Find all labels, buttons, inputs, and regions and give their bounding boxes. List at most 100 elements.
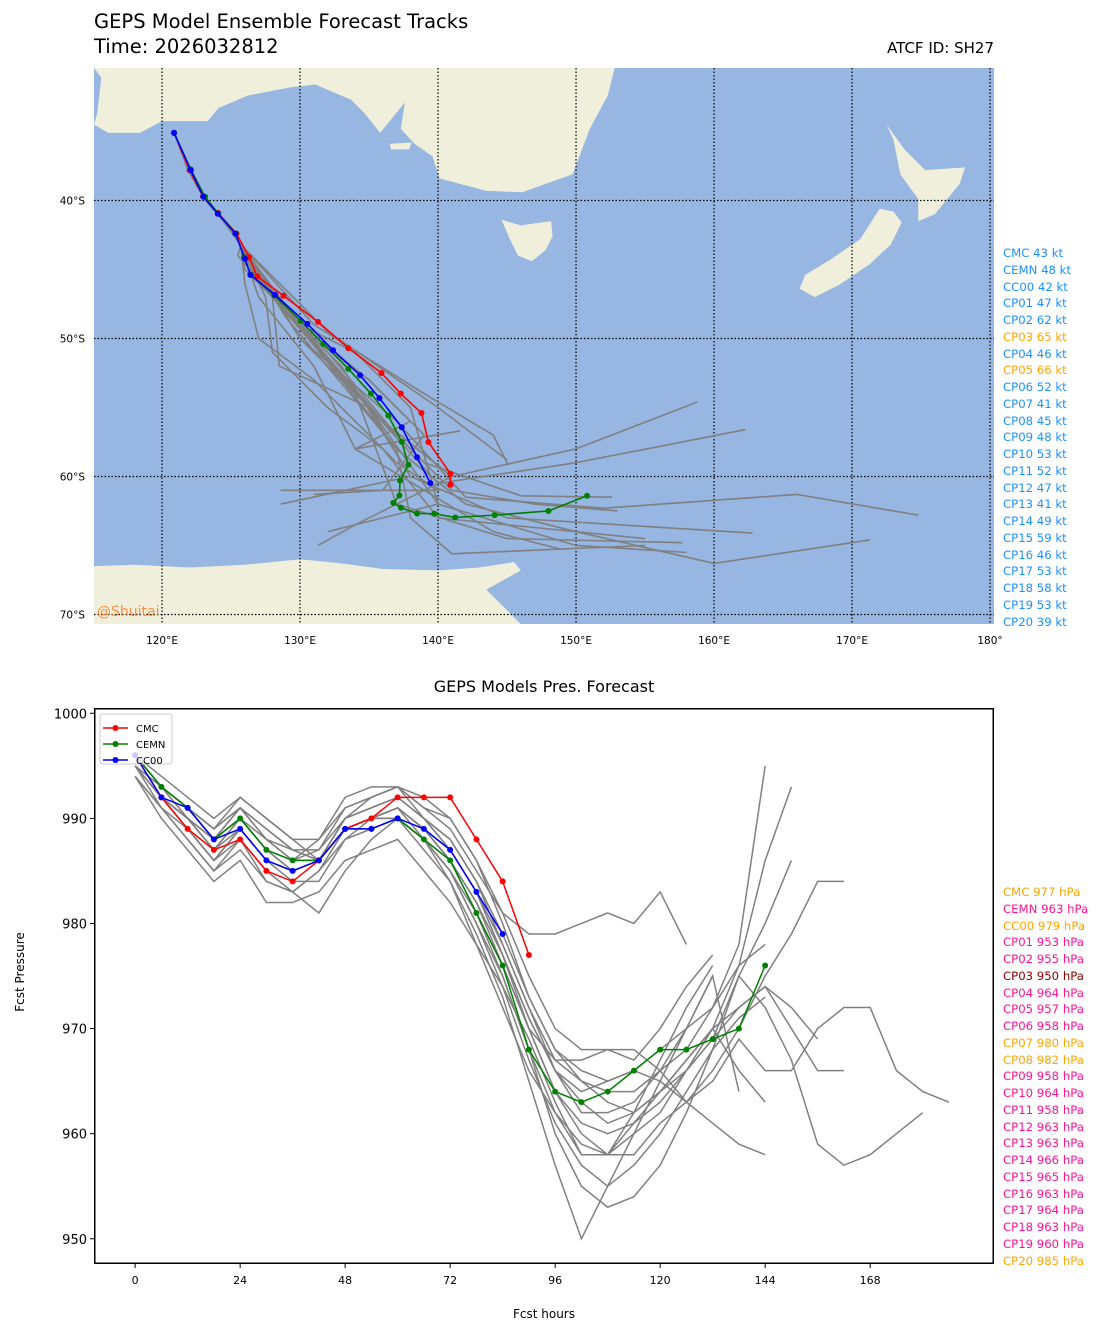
wind-list-item: CP20 39 kt bbox=[1003, 614, 1067, 629]
forecast-time: Time: 2026032812 bbox=[94, 35, 279, 58]
wind-list-item: CP01 47 kt bbox=[1003, 296, 1067, 311]
wind-list-item: CP02 62 kt bbox=[1003, 313, 1067, 327]
legend-label: CC00 bbox=[136, 756, 163, 767]
pressure-point-cc00 bbox=[394, 815, 401, 822]
track-point-cc00 bbox=[414, 454, 421, 461]
track-point-cc00 bbox=[357, 372, 364, 379]
track-point-cmc bbox=[314, 318, 321, 325]
track-point-cemn bbox=[431, 510, 438, 517]
pressure-list-item: CMC 977 hPa bbox=[1003, 885, 1081, 899]
track-point-cemn bbox=[345, 365, 352, 372]
track-point-cc00 bbox=[376, 394, 383, 401]
pressure-point-cmc bbox=[210, 846, 217, 853]
pressure-list-item: CP11 958 hPa bbox=[1003, 1102, 1084, 1117]
pressure-point-cmc bbox=[263, 867, 270, 874]
pressure-point-cc00 bbox=[342, 825, 349, 832]
pressure-point-cc00 bbox=[289, 867, 296, 874]
pressure-list-item: CC00 979 hPa bbox=[1003, 918, 1086, 933]
x-tick-label: 144 bbox=[755, 1274, 776, 1287]
wind-list-item: CP05 66 kt bbox=[1003, 363, 1067, 378]
pressure-point-cmc bbox=[289, 878, 296, 885]
y-tick-label: 950 bbox=[62, 1233, 87, 1248]
pressure-list-item: CP16 963 hPa bbox=[1003, 1186, 1084, 1201]
land-kangaroo-island bbox=[389, 142, 412, 150]
pressure-point-cemn bbox=[657, 1046, 664, 1053]
atcf-id: ATCF ID: SH27 bbox=[887, 39, 994, 57]
lat-tick-label: 70°S bbox=[60, 609, 86, 621]
pressure-list: CMC 977 hPa CEMN 963 hPa CC00 979 hPa CP01 … bbox=[1003, 884, 1088, 1269]
track-point-cmc bbox=[378, 369, 385, 376]
pressure-point-cemn bbox=[499, 962, 506, 969]
pressure-list-item: CP19 960 hPa bbox=[1003, 1236, 1084, 1251]
wind-list-item: CP07 41 kt bbox=[1003, 396, 1067, 411]
track-point-cmc bbox=[418, 410, 425, 416]
pressure-list-item: CP14 966 hPa bbox=[1003, 1153, 1084, 1167]
y-tick-label: 970 bbox=[62, 1023, 87, 1038]
pressure-point-cemn bbox=[525, 1046, 532, 1053]
track-point-cemn bbox=[398, 504, 405, 511]
track-point-cemn bbox=[405, 461, 412, 468]
track-point-cemn bbox=[385, 412, 392, 419]
y-tick-label: 980 bbox=[62, 917, 87, 932]
legend-label: CMC bbox=[136, 724, 159, 735]
track-point-cemn bbox=[545, 507, 552, 514]
wind-list-item: CP13 41 kt bbox=[1003, 497, 1067, 512]
track-point-cmc bbox=[447, 481, 454, 488]
wind-list-item: CP16 46 kt bbox=[1003, 547, 1067, 562]
x-tick-label: 48 bbox=[338, 1274, 352, 1287]
y-axis-label: Fcst Pressure bbox=[13, 932, 27, 1012]
pressure-point-cmc bbox=[525, 951, 532, 958]
track-point-cmc bbox=[280, 292, 287, 299]
pressure-point-cc00 bbox=[184, 804, 191, 811]
track-point-cc00 bbox=[232, 230, 239, 237]
track-point-cc00 bbox=[304, 320, 311, 327]
track-point-cemn bbox=[390, 499, 397, 506]
pressure-list-item: CP13 963 hPa bbox=[1003, 1136, 1084, 1151]
pressure-point-cc00 bbox=[315, 857, 322, 864]
land-australia bbox=[94, 68, 615, 193]
wind-list-item: CP19 53 kt bbox=[1003, 597, 1067, 612]
x-tick-label: 0 bbox=[132, 1274, 139, 1287]
lon-tick-label: 130°E bbox=[284, 635, 316, 647]
pressure-point-cc00 bbox=[210, 836, 217, 843]
legend: CMC CEMN CC00 bbox=[99, 713, 173, 767]
track-point-cc00 bbox=[427, 480, 434, 487]
pressure-point-cmc bbox=[473, 836, 480, 843]
pressure-point-cemn bbox=[263, 846, 270, 853]
pressure-point-cmc bbox=[368, 815, 375, 822]
pressure-point-cc00 bbox=[263, 857, 270, 864]
pressure-point-cemn bbox=[709, 1036, 716, 1043]
pressure-point-cc00 bbox=[473, 888, 480, 895]
pressure-point-cemn bbox=[630, 1067, 637, 1074]
pressure-point-cemn bbox=[158, 783, 165, 790]
track-point-cmc bbox=[425, 438, 432, 445]
pressure-point-cmc bbox=[184, 825, 191, 832]
wind-list-item: CP03 65 kt bbox=[1003, 329, 1067, 344]
pressure-list-item: CP12 963 hPa bbox=[1003, 1119, 1084, 1134]
wind-list-item: CP15 59 kt bbox=[1003, 530, 1067, 545]
x-tick-label: 72 bbox=[443, 1274, 457, 1287]
pressure-list-item: CP10 964 hPa bbox=[1003, 1086, 1084, 1100]
member-pressure-line bbox=[134, 754, 844, 1114]
track-point-cc00 bbox=[171, 129, 178, 136]
pressure-point-cc00 bbox=[499, 930, 506, 937]
map-axis-labels: 120°E 130°E 140°E 150°E 160°E 170°E 180° 40°S 50… bbox=[60, 195, 1003, 647]
pressure-list-item: CP17 964 hPa bbox=[1003, 1203, 1084, 1218]
pressure-point-cemn bbox=[289, 857, 296, 864]
pressure-point-cmc bbox=[237, 836, 244, 843]
pressure-point-cemn bbox=[420, 836, 427, 843]
wind-list-item: CP08 45 kt bbox=[1003, 413, 1067, 428]
land-tasmania bbox=[501, 219, 553, 262]
watermark: @Shuitai bbox=[97, 604, 159, 620]
wind-list-item: CMC 43 kt bbox=[1003, 246, 1064, 260]
pressure-point-cemn bbox=[683, 1046, 690, 1053]
pressure-list-item: CEMN 963 hPa bbox=[1003, 901, 1089, 916]
pressure-list-item: CP20 985 hPa bbox=[1003, 1253, 1084, 1268]
pressure-list-item: CP08 982 hPa bbox=[1003, 1052, 1084, 1067]
land-nz-north bbox=[886, 124, 966, 222]
wind-list-item: CP14 49 kt bbox=[1003, 514, 1067, 528]
pressure-point-cc00 bbox=[447, 846, 454, 853]
lon-tick-label: 120°E bbox=[146, 635, 178, 647]
pressure-point-cc00 bbox=[237, 825, 244, 832]
